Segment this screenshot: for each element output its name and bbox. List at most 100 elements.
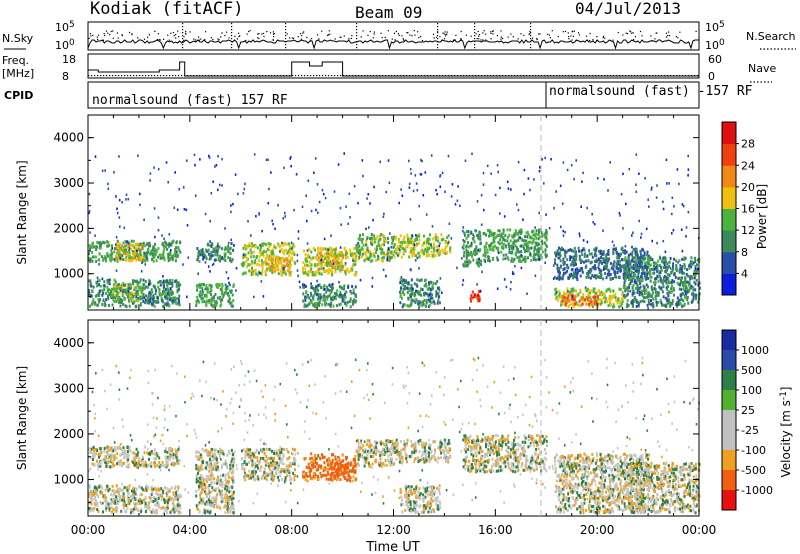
colorbar-tick-label: -100 bbox=[741, 444, 766, 457]
nave-point bbox=[397, 75, 399, 77]
nave-point bbox=[289, 75, 291, 77]
nave-point bbox=[592, 75, 594, 77]
echo-band bbox=[317, 251, 345, 273]
nsearch-gap-marker bbox=[231, 47, 233, 49]
nave-point bbox=[235, 75, 237, 77]
nave-point bbox=[118, 75, 120, 77]
nave-point bbox=[697, 75, 699, 77]
nave-point bbox=[439, 75, 441, 77]
colorbar-tick-label: 4 bbox=[741, 267, 748, 280]
nave-point bbox=[313, 75, 315, 77]
nave-point bbox=[163, 75, 165, 77]
nsearch-point bbox=[116, 32, 118, 34]
nave-point bbox=[295, 75, 297, 77]
nsearch-point bbox=[420, 35, 422, 38]
nave-point bbox=[343, 75, 345, 77]
x-tick-label: 00:00 bbox=[682, 523, 717, 537]
nsearch-point bbox=[175, 37, 177, 39]
nave-point bbox=[532, 75, 534, 77]
nsearch-point bbox=[262, 32, 265, 35]
nsearch-point bbox=[578, 34, 580, 36]
nsearch-point bbox=[183, 39, 185, 41]
x-tick-label: 08:00 bbox=[274, 523, 309, 537]
nave-point bbox=[127, 75, 129, 77]
nsearch-point bbox=[632, 32, 634, 34]
echo-band bbox=[195, 447, 236, 515]
nsearch-point bbox=[465, 34, 467, 36]
nsearch-point bbox=[340, 36, 342, 38]
nave-point bbox=[634, 75, 636, 77]
nave-point bbox=[514, 75, 516, 77]
nsearch-point bbox=[549, 37, 551, 39]
nave-point bbox=[166, 75, 168, 77]
colorbar-tick-label: 28 bbox=[741, 138, 755, 151]
nsearch-point bbox=[293, 37, 295, 39]
nsearch-point bbox=[238, 35, 240, 38]
nsearch-point bbox=[539, 33, 541, 35]
nave-point bbox=[199, 75, 201, 77]
nsearch-point bbox=[485, 39, 487, 41]
nave-point bbox=[385, 75, 387, 77]
nsearch-point bbox=[629, 30, 631, 32]
nsearch-point bbox=[306, 36, 308, 39]
nsearch-point bbox=[529, 33, 531, 35]
echo-band bbox=[622, 255, 701, 309]
nave-point bbox=[244, 75, 246, 77]
nsearch-gap-marker bbox=[182, 35, 184, 37]
x-tick-label: 12:00 bbox=[376, 523, 411, 537]
nsearch-point bbox=[273, 33, 275, 35]
nsearch-point bbox=[401, 35, 403, 37]
velocity-y-axis: 1000 2000 3000 4000 bbox=[53, 319, 699, 503]
colorbar-frame bbox=[721, 329, 737, 511]
nsearch-point bbox=[104, 34, 106, 37]
nave-point bbox=[604, 75, 606, 77]
nsearch-point bbox=[617, 31, 619, 34]
nsearch-gap-marker bbox=[231, 29, 233, 31]
nave-point bbox=[370, 75, 372, 77]
nsearch-point bbox=[414, 34, 416, 36]
nsearch-gap-marker bbox=[356, 26, 358, 28]
nsearch-point bbox=[258, 37, 260, 40]
nsearch-point bbox=[246, 33, 248, 35]
nsearch-point bbox=[557, 36, 559, 38]
nsearch-point bbox=[266, 31, 268, 33]
nave-point bbox=[178, 75, 180, 77]
freq-label: Freq. bbox=[2, 54, 29, 67]
nave-point bbox=[205, 75, 207, 77]
nave-point bbox=[631, 75, 633, 77]
nsearch-gap-marker bbox=[285, 23, 287, 25]
nsearch-point bbox=[131, 33, 133, 35]
nave-point bbox=[382, 75, 384, 77]
nsearch-point bbox=[269, 32, 272, 34]
nave-point bbox=[181, 75, 183, 77]
nsearch-point bbox=[490, 38, 492, 40]
nave-point bbox=[388, 75, 390, 77]
nsearch-point bbox=[409, 34, 411, 36]
nave-point bbox=[478, 75, 480, 77]
nave-point bbox=[679, 75, 681, 77]
nsearch-gap-marker bbox=[231, 38, 233, 40]
nave-point bbox=[652, 75, 654, 77]
nsearch-point bbox=[407, 32, 409, 34]
power-colorbar: 4 8 12 16 20 24 28 bbox=[721, 121, 755, 296]
nsearch-point bbox=[592, 39, 594, 41]
nsearch-point bbox=[393, 32, 395, 34]
nave-point bbox=[469, 75, 471, 77]
nave-point bbox=[661, 75, 663, 77]
nsearch-point bbox=[239, 35, 241, 37]
nsearch-point bbox=[572, 30, 574, 32]
nave-point bbox=[232, 75, 234, 77]
nave-point bbox=[442, 75, 444, 77]
nsearch-point bbox=[258, 33, 260, 35]
nsearch-point bbox=[432, 33, 435, 35]
nsearch-point bbox=[367, 34, 369, 36]
nsearch-gap-marker bbox=[231, 32, 233, 34]
nsearch-point bbox=[478, 34, 480, 36]
nsearch-point bbox=[470, 35, 472, 37]
nave-point bbox=[625, 75, 627, 77]
nave-trace bbox=[88, 75, 699, 77]
nsearch-point bbox=[172, 31, 175, 34]
nsearch-gap-marker bbox=[437, 44, 439, 46]
nave-point bbox=[394, 75, 396, 77]
nsearch-point bbox=[321, 30, 323, 32]
